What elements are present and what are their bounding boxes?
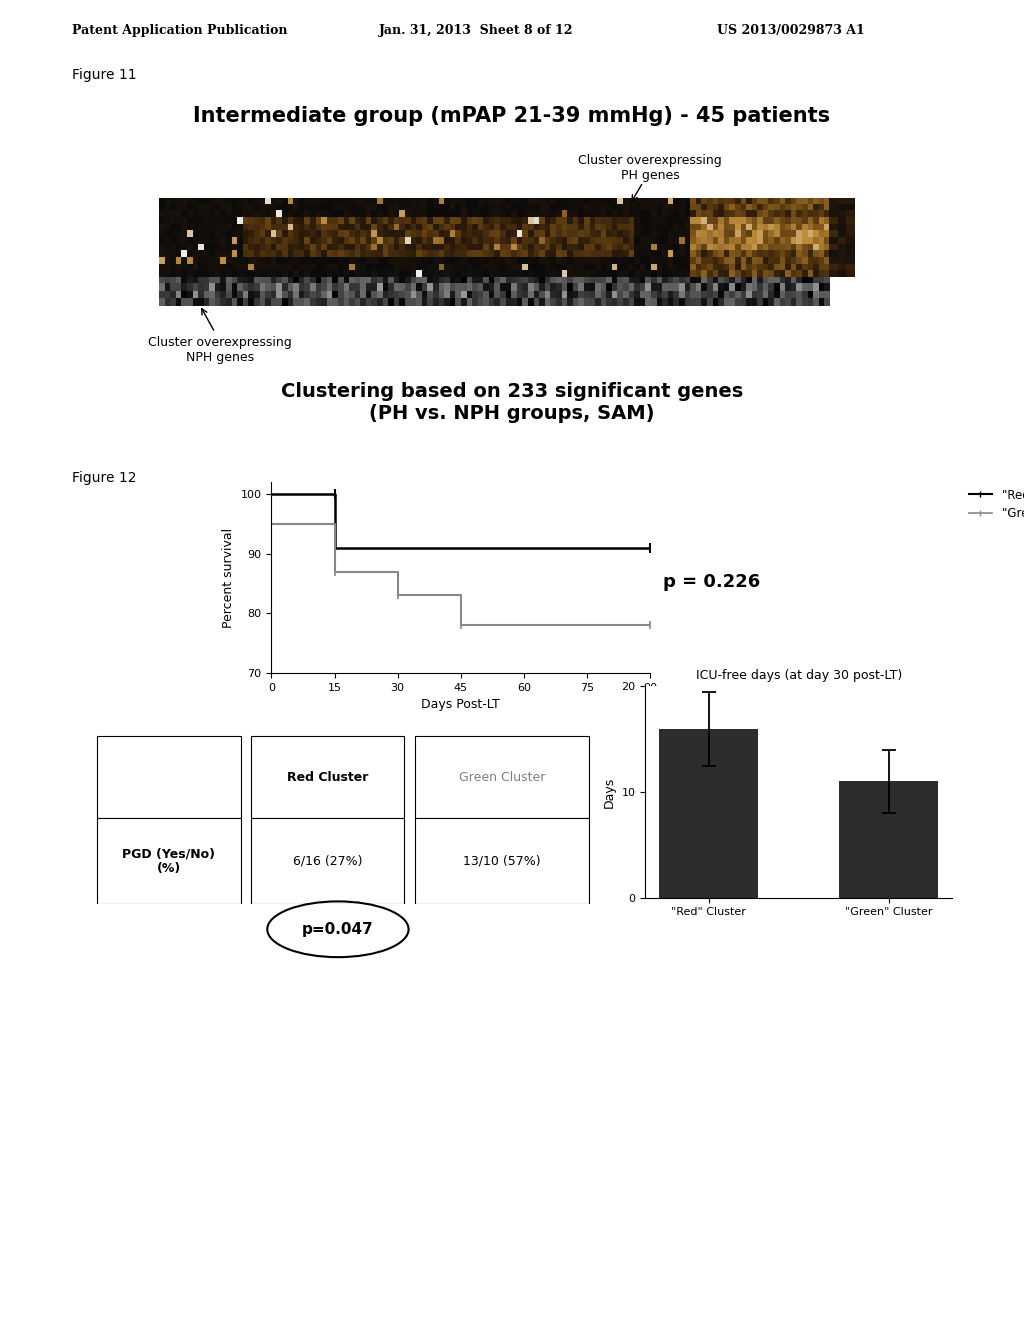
Text: Jan. 31, 2013  Sheet 8 of 12: Jan. 31, 2013 Sheet 8 of 12: [379, 24, 573, 37]
Text: PGD (Yes/No)
(%): PGD (Yes/No) (%): [123, 847, 215, 875]
Bar: [415, 737, 589, 818]
Legend: "Red" Cluster, "Green" Cluster: "Red" Cluster, "Green" Cluster: [964, 484, 1024, 525]
Text: US 2013/0029873 A1: US 2013/0029873 A1: [717, 24, 864, 37]
Text: 6/16 (27%): 6/16 (27%): [293, 855, 362, 867]
Bar: [415, 818, 589, 904]
Text: Cluster overexpressing
PH genes: Cluster overexpressing PH genes: [579, 153, 722, 182]
Bar: [251, 818, 404, 904]
Text: Figure 11: Figure 11: [72, 69, 136, 82]
Bar: [97, 737, 241, 818]
Text: 13/10 (57%): 13/10 (57%): [463, 855, 541, 867]
Y-axis label: Percent survival: Percent survival: [222, 528, 236, 627]
Text: Cluster overexpressing
NPH genes: Cluster overexpressing NPH genes: [148, 335, 292, 364]
Bar: [840, 781, 938, 898]
Title: ICU-free days (at day 30 post-LT): ICU-free days (at day 30 post-LT): [695, 669, 902, 682]
Bar: [97, 818, 241, 904]
Text: Red Cluster: Red Cluster: [287, 771, 369, 784]
Text: Patent Application Publication: Patent Application Publication: [72, 24, 287, 37]
Bar: [251, 737, 404, 818]
Bar: [659, 729, 758, 898]
Text: Clustering based on 233 significant genes
(PH vs. NPH groups, SAM): Clustering based on 233 significant gene…: [281, 381, 743, 424]
Text: Intermediate group (mPAP 21-39 mmHg) - 45 patients: Intermediate group (mPAP 21-39 mmHg) - 4…: [194, 106, 830, 127]
Text: p = 0.226: p = 0.226: [664, 573, 760, 591]
Text: Figure 12: Figure 12: [72, 471, 136, 484]
Y-axis label: Days: Days: [603, 776, 615, 808]
Text: p=0.047: p=0.047: [302, 921, 374, 937]
Text: Green Cluster: Green Cluster: [459, 771, 545, 784]
X-axis label: Days Post-LT: Days Post-LT: [422, 698, 500, 711]
